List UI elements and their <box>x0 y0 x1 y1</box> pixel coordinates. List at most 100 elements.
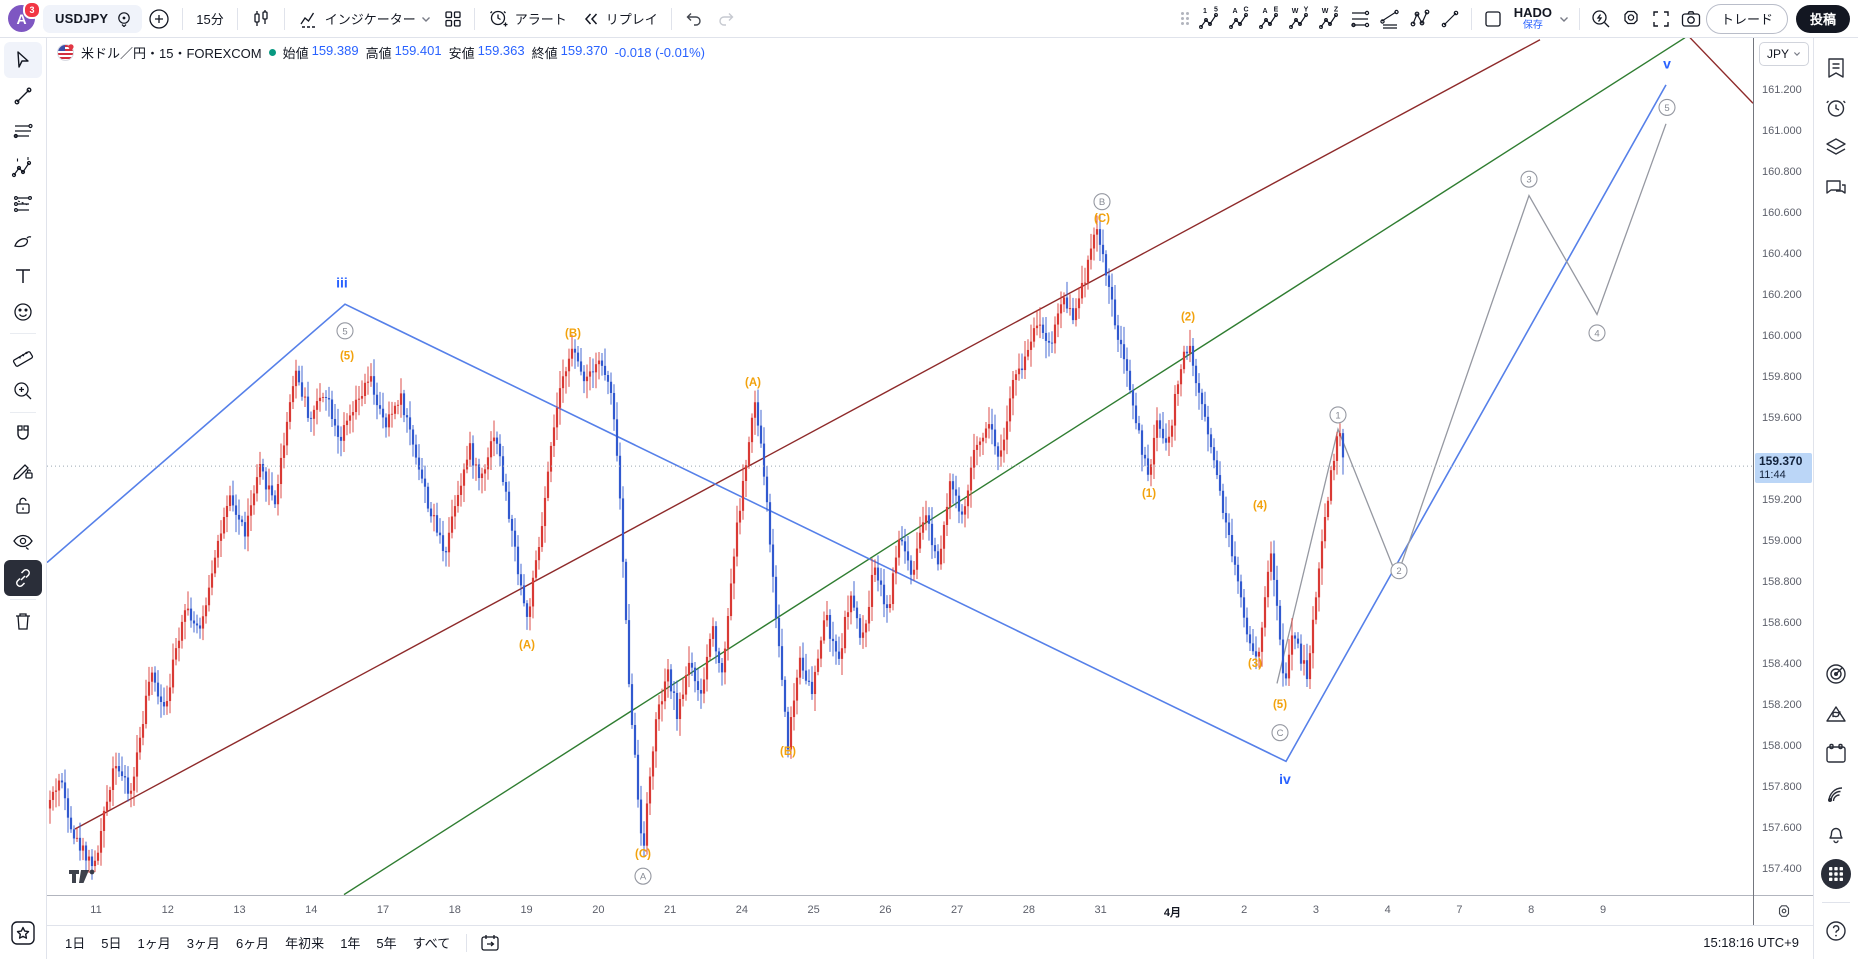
wave-label-blue[interactable]: v <box>1663 55 1671 71</box>
help-button[interactable] <box>1818 911 1854 951</box>
screener-radar-button[interactable] <box>1818 654 1854 694</box>
user-avatar[interactable]: A 3 <box>8 1 41 32</box>
goto-date-button[interactable] <box>475 929 505 957</box>
range-button[interactable]: 5日 <box>101 936 122 951</box>
chart-legend[interactable]: 米ドル／円・15・FOREXCOM 始値 159.389 高値 159.401 安値… <box>57 43 705 62</box>
symbol-title[interactable]: 米ドル／円・15・FOREXCOM <box>81 46 262 61</box>
symbol-search-button[interactable]: USDJPY <box>43 4 143 33</box>
candlestick-series[interactable] <box>48 213 1345 880</box>
fib-retracement-tool-button[interactable] <box>4 114 42 150</box>
wave-label-orange[interactable]: (C) <box>1094 213 1110 225</box>
trendline-tool-button[interactable] <box>1435 5 1465 33</box>
time-axis[interactable]: 11 12 13 14 17 18 19 20 21 24 25 26 27 28 31 4月 2 3 4 7 8 9 <box>47 895 1753 926</box>
alert-button[interactable]: アラート <box>481 5 574 33</box>
indicators-button[interactable]: インジケーター <box>291 5 438 33</box>
quick-search-button[interactable] <box>1586 5 1616 33</box>
layout-templates-button[interactable] <box>438 5 468 33</box>
apps-grid-button[interactable] <box>1818 854 1854 894</box>
tradingview-logo[interactable] <box>69 867 97 883</box>
wave-label-circled[interactable]: B <box>1093 193 1111 211</box>
trendline-tool-button[interactable] <box>4 78 42 114</box>
range-button[interactable]: 5年 <box>376 936 397 951</box>
wave-label-circled[interactable]: 3 <box>1520 170 1538 188</box>
brush-tool-button[interactable] <box>4 222 42 258</box>
toolbar-drag-handle[interactable] <box>1180 12 1189 25</box>
compare-add-button[interactable] <box>142 5 176 33</box>
wave-label-orange[interactable]: (B) <box>780 746 796 758</box>
wave-label-circled[interactable]: 2 <box>1390 562 1408 580</box>
wave-label-circled[interactable]: A <box>634 867 652 885</box>
news-feed-button[interactable] <box>1818 774 1854 814</box>
range-button[interactable]: 1日 <box>65 936 86 951</box>
blue-elliott-wave[interactable] <box>47 84 1667 763</box>
pattern-tool-button[interactable] <box>1405 5 1435 33</box>
elliott-wave-tool-button[interactable] <box>4 150 42 186</box>
settings-button[interactable] <box>1616 5 1646 33</box>
undo-button[interactable] <box>678 5 710 33</box>
text-tool-button[interactable] <box>4 258 42 294</box>
range-button[interactable]: 1年 <box>340 936 361 951</box>
wave-label-circled[interactable]: 5 <box>336 322 354 340</box>
wave-label-circled[interactable]: 5 <box>1658 98 1676 116</box>
range-button[interactable]: 1ヶ月 <box>137 936 171 951</box>
save-label[interactable]: 保存 <box>1522 20 1543 31</box>
trade-button[interactable]: トレード <box>1705 3 1788 34</box>
market-status-dot[interactable] <box>268 49 276 56</box>
measure-tool-button[interactable] <box>4 337 42 373</box>
wave-label-orange[interactable]: (A) <box>745 377 761 389</box>
hide-all-drawings-button[interactable] <box>4 524 42 560</box>
axis-settings-corner[interactable] <box>1754 895 1814 926</box>
range-button[interactable]: 3ヶ月 <box>186 936 220 951</box>
wave-label-blue[interactable]: iv <box>1279 771 1291 787</box>
wave-label-circled[interactable]: 4 <box>1588 324 1606 342</box>
replay-button[interactable]: リプレイ <box>574 5 665 33</box>
green-trendline[interactable] <box>343 38 1686 895</box>
wave-label-orange[interactable]: (1) <box>1142 488 1156 500</box>
range-button[interactable]: すべて <box>412 936 451 951</box>
notifications-bell-button[interactable] <box>1818 814 1854 854</box>
sync-drawings-button[interactable] <box>4 560 42 596</box>
pitchfork-tool-button[interactable] <box>1375 5 1405 33</box>
interval-button[interactable]: 15分 <box>189 5 230 33</box>
maroon-trendline[interactable] <box>74 39 1541 830</box>
layout-select-button[interactable] <box>1478 5 1508 33</box>
wave-label-orange[interactable]: (2) <box>1181 312 1195 324</box>
emoji-tool-button[interactable] <box>4 294 42 330</box>
currency-toggle-button[interactable]: JPY <box>1759 42 1809 66</box>
session-clock[interactable]: 15:18:16 UTC+9 <box>1703 935 1799 950</box>
alerts-panel-button[interactable] <box>1818 88 1854 128</box>
favorites-star-button[interactable] <box>4 915 42 951</box>
chart-pane[interactable]: iii iv v 5 A B C 1 2 3 4 5 (5) (A) (B) (C) (A) (B) (C) (1) (… <box>47 38 1753 895</box>
wave-label-circled[interactable]: C <box>1271 724 1289 742</box>
chart-type-button[interactable] <box>244 5 278 33</box>
redo-button[interactable] <box>710 5 742 33</box>
wave-label-orange[interactable]: (3) <box>1248 658 1262 670</box>
wave-label-orange[interactable]: (C) <box>635 849 651 861</box>
watchlist-button[interactable] <box>1818 48 1854 88</box>
wave-label-orange[interactable]: (5) <box>1273 699 1287 711</box>
wave-label-orange[interactable]: (5) <box>340 350 354 362</box>
publish-button[interactable]: 投稿 <box>1795 4 1850 33</box>
magnet-mode-button[interactable] <box>4 416 42 452</box>
price-axis[interactable]: JPY 161.200 161.000 160.800 160.600 160.400 1… <box>1753 38 1814 926</box>
snapshot-camera-button[interactable] <box>1676 5 1706 33</box>
wave-label-orange[interactable]: (A) <box>519 640 535 652</box>
wave-label-orange[interactable]: (4) <box>1253 500 1267 512</box>
lock-all-drawings-button[interactable] <box>4 488 42 524</box>
price-chart-canvas[interactable]: iii iv v 5 A B C 1 2 3 4 5 (5) (A) (B) (C) (A) (B) (C) (1) (… <box>47 38 1753 895</box>
fullscreen-button[interactable] <box>1646 5 1676 33</box>
wave-label-blue[interactable]: iii <box>336 275 348 291</box>
wave-label-orange[interactable]: (B) <box>565 328 581 340</box>
calendar-button[interactable] <box>1818 734 1854 774</box>
zoom-in-tool-button[interactable] <box>4 373 42 409</box>
range-button[interactable]: 年初来 <box>285 936 325 951</box>
maroon-trendline-2[interactable] <box>1689 38 1753 104</box>
fib-lines-tool-button[interactable] <box>1345 5 1375 33</box>
range-button[interactable]: 6ヶ月 <box>235 936 270 951</box>
chat-button[interactable] <box>1818 168 1854 208</box>
